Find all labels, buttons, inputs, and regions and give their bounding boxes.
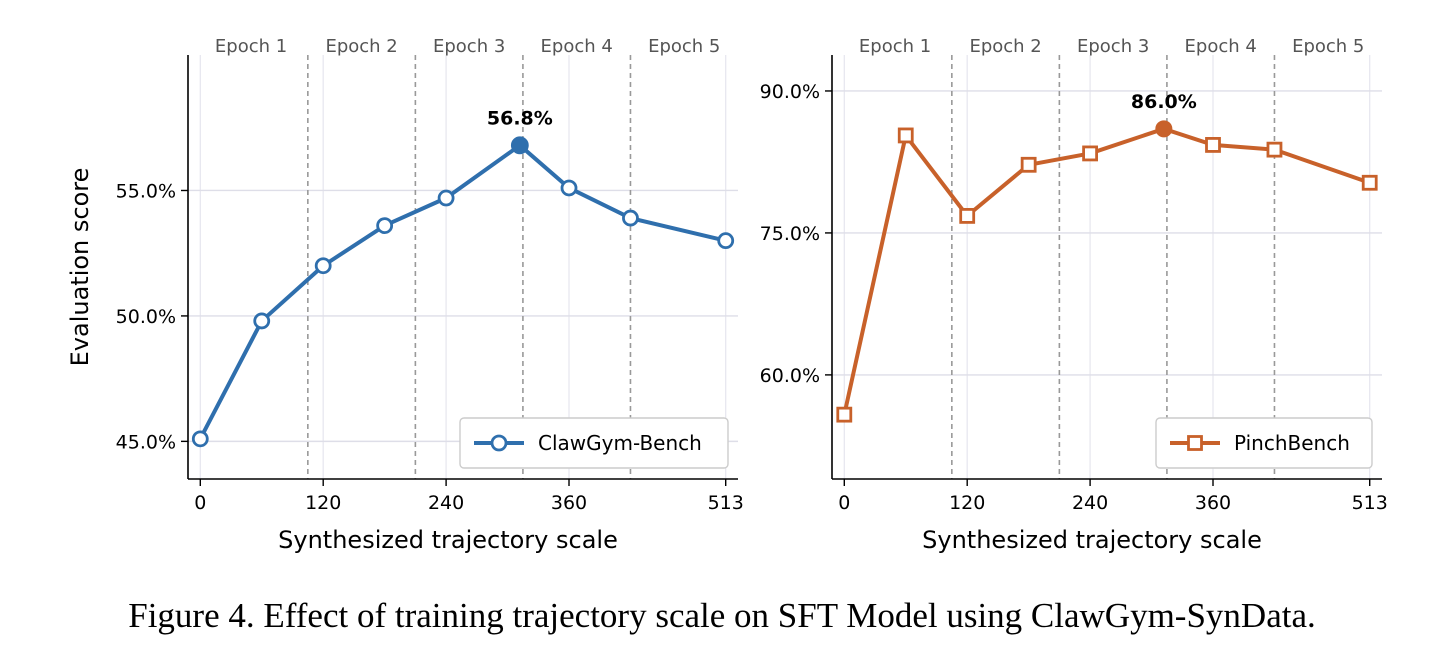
data-point: [560, 179, 578, 197]
data-point: [1155, 120, 1173, 138]
epoch-label: Epoch 5: [648, 36, 720, 57]
data-point: [717, 232, 735, 250]
x-tick-label: 360: [1195, 492, 1231, 514]
x-axis-label: Synthesized trajectory scale: [278, 526, 618, 554]
figure: Epoch 1 Epoch 2 Epoch 3 Epoch 4 Epoch 5 0 120 2…: [66, 36, 1388, 554]
series-line: [842, 126, 1371, 416]
x-tick-label: 360: [551, 492, 587, 514]
epoch-label: Epoch 4: [1185, 36, 1257, 57]
data-point: [376, 217, 394, 235]
data-point: [1020, 156, 1037, 173]
legend-label: PinchBench: [1234, 431, 1350, 455]
data-point: [1082, 145, 1099, 162]
chart-panel-1: Epoch 1 Epoch 2 Epoch 3 Epoch 4 Epoch 5 0 120 2…: [66, 36, 744, 554]
data-point: [437, 189, 455, 207]
epoch-label: Epoch 1: [215, 36, 287, 57]
x-tick-label: 513: [1352, 492, 1388, 514]
x-axis-label: Synthesized trajectory scale: [922, 526, 1262, 554]
peak-label: 86.0%: [1131, 91, 1197, 113]
y-axis-label: Evaluation score: [66, 168, 94, 367]
data-point: [191, 430, 209, 448]
epoch-label: Epoch 2: [969, 36, 1041, 57]
data-point: [1205, 137, 1221, 153]
y-tick-label: 45.0%: [116, 431, 176, 453]
data-point: [897, 127, 914, 144]
peak-label: 56.8%: [487, 107, 553, 129]
legend: PinchBench: [1155, 417, 1373, 469]
epoch-label: Epoch 3: [1077, 36, 1149, 57]
epoch-label: Epoch 2: [325, 36, 397, 57]
data-point: [314, 257, 332, 275]
epoch-label: Epoch 3: [433, 36, 505, 57]
x-tick-label: 240: [428, 492, 464, 514]
legend-label: ClawGym-Bench: [538, 431, 702, 455]
data-point: [836, 406, 853, 423]
x-tick-label: 120: [949, 492, 985, 514]
legend-box: [459, 417, 729, 469]
data-point: [1361, 174, 1378, 191]
x-tick-label: 120: [305, 492, 341, 514]
chart-panel-2: Epoch 1 Epoch 2 Epoch 3 Epoch 4 Epoch 5 0 120 2…: [760, 36, 1388, 554]
epoch-label: Epoch 4: [541, 36, 613, 57]
epoch-label: Epoch 5: [1292, 36, 1364, 57]
epoch-label: Epoch 1: [859, 36, 931, 57]
y-tick-label: 50.0%: [116, 306, 176, 328]
data-point: [1266, 141, 1283, 158]
legend: ClawGym-Bench: [459, 417, 729, 469]
y-tick-label: 55.0%: [116, 180, 176, 202]
legend-marker: [490, 434, 508, 452]
x-tick-label: 0: [194, 492, 206, 514]
y-tick-label: 75.0%: [760, 223, 820, 245]
data-point: [253, 312, 271, 330]
y-tick-label: 90.0%: [760, 81, 820, 103]
data-point: [510, 136, 529, 155]
figure-caption: Figure 4. Effect of training trajectory …: [128, 596, 1316, 635]
legend-marker: [1187, 435, 1203, 451]
y-tick-label: 60.0%: [760, 365, 820, 387]
data-point: [622, 209, 639, 227]
series-line: [198, 143, 727, 440]
x-tick-label: 513: [708, 492, 744, 514]
x-tick-label: 0: [838, 492, 850, 514]
x-tick-label: 240: [1072, 492, 1108, 514]
data-point: [959, 207, 976, 224]
legend-box: [1155, 417, 1373, 469]
